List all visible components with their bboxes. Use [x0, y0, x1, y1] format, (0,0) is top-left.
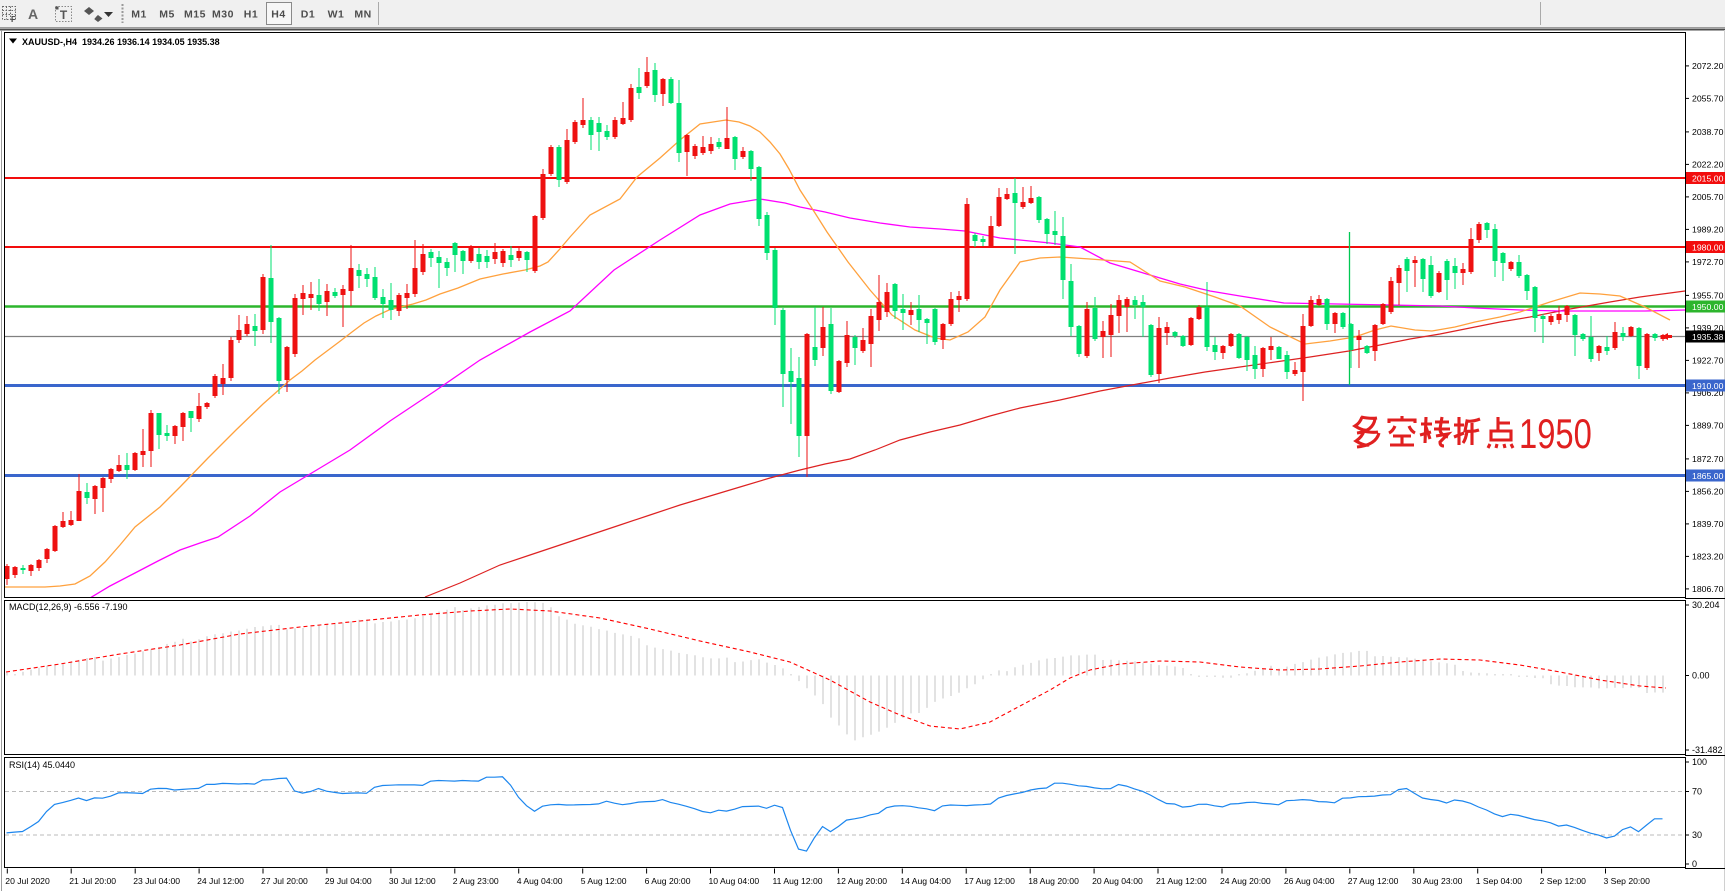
svg-text:2015.00: 2015.00	[1692, 174, 1724, 184]
svg-text:30.204: 30.204	[1692, 600, 1720, 610]
svg-text:21 Aug 12:00: 21 Aug 12:00	[1156, 876, 1207, 886]
svg-text:1910.00: 1910.00	[1692, 381, 1724, 391]
svg-text:F: F	[11, 15, 16, 24]
svg-text:30 Aug 23:00: 30 Aug 23:00	[1412, 876, 1463, 886]
svg-text:2 Sep 12:00: 2 Sep 12:00	[1540, 876, 1587, 886]
svg-text:2005.70: 2005.70	[1692, 192, 1724, 202]
svg-text:27 Jul 20:00: 27 Jul 20:00	[261, 876, 308, 886]
svg-text:70: 70	[1692, 787, 1702, 797]
svg-text:A: A	[28, 6, 38, 22]
svg-text:0.00: 0.00	[1692, 671, 1710, 681]
svg-text:1939.20: 1939.20	[1692, 323, 1724, 333]
svg-text:30: 30	[1692, 830, 1702, 840]
svg-text:1935.38: 1935.38	[1692, 332, 1724, 342]
svg-text:26 Aug 04:00: 26 Aug 04:00	[1284, 876, 1335, 886]
svg-text:1 Sep 04:00: 1 Sep 04:00	[1476, 876, 1523, 886]
svg-text:1980.00: 1980.00	[1692, 243, 1724, 253]
svg-text:M30: M30	[212, 9, 234, 21]
svg-text:1906.20: 1906.20	[1692, 388, 1724, 398]
svg-text:1872.70: 1872.70	[1692, 454, 1724, 464]
svg-text:1823.20: 1823.20	[1692, 551, 1724, 561]
svg-text:1972.70: 1972.70	[1692, 257, 1724, 267]
svg-text:1865.00: 1865.00	[1692, 471, 1724, 481]
svg-text:M1: M1	[131, 9, 147, 21]
svg-text:20 Jul 2020: 20 Jul 2020	[5, 876, 50, 886]
svg-text:3 Sep 20:00: 3 Sep 20:00	[1604, 876, 1651, 886]
svg-text:4 Aug 04:00: 4 Aug 04:00	[517, 876, 563, 886]
svg-text:10 Aug 04:00: 10 Aug 04:00	[709, 876, 760, 886]
svg-text:5 Aug 12:00: 5 Aug 12:00	[581, 876, 627, 886]
svg-text:1806.70: 1806.70	[1692, 584, 1724, 594]
svg-text:18 Aug 20:00: 18 Aug 20:00	[1028, 876, 1079, 886]
svg-text:2038.70: 2038.70	[1692, 127, 1724, 137]
svg-text:H4: H4	[271, 9, 285, 21]
svg-text:D1: D1	[301, 9, 315, 21]
svg-text:M15: M15	[184, 9, 206, 21]
svg-text:MN: MN	[354, 9, 371, 21]
svg-text:XAUUSD-,H4 1934.26 1936.14 19: XAUUSD-,H4 1934.26 1936.14 1934.05 1935.…	[22, 37, 220, 47]
svg-text:1922.70: 1922.70	[1692, 355, 1724, 365]
svg-text:20 Aug 04:00: 20 Aug 04:00	[1092, 876, 1143, 886]
svg-text:11 Aug 12:00: 11 Aug 12:00	[773, 876, 823, 886]
svg-text:100: 100	[1692, 757, 1707, 767]
svg-text:MACD(12,26,9) -6.556 -7.190: MACD(12,26,9) -6.556 -7.190	[9, 602, 128, 612]
svg-text:21 Jul 20:00: 21 Jul 20:00	[69, 876, 116, 886]
svg-text:24 Jul 12:00: 24 Jul 12:00	[197, 876, 244, 886]
svg-text:12 Aug 20:00: 12 Aug 20:00	[836, 876, 887, 886]
svg-text:1839.70: 1839.70	[1692, 519, 1724, 529]
svg-text:RSI(14) 45.0440: RSI(14) 45.0440	[9, 760, 75, 770]
svg-text:14 Aug 04:00: 14 Aug 04:00	[900, 876, 951, 886]
svg-text:M5: M5	[159, 9, 175, 21]
svg-text:1856.20: 1856.20	[1692, 486, 1724, 496]
svg-text:27 Aug 12:00: 27 Aug 12:00	[1348, 876, 1399, 886]
svg-text:1950: 1950	[1519, 410, 1592, 457]
svg-text:23 Jul 04:00: 23 Jul 04:00	[133, 876, 180, 886]
svg-text:24 Aug 20:00: 24 Aug 20:00	[1220, 876, 1271, 886]
svg-text:6 Aug 20:00: 6 Aug 20:00	[645, 876, 691, 886]
svg-text:1989.20: 1989.20	[1692, 224, 1724, 234]
svg-text:30 Jul 12:00: 30 Jul 12:00	[389, 876, 436, 886]
svg-text:-31.482: -31.482	[1692, 745, 1723, 755]
svg-text:H1: H1	[244, 9, 258, 21]
svg-text:17 Aug 12:00: 17 Aug 12:00	[964, 876, 1015, 886]
svg-text:1950.00: 1950.00	[1692, 302, 1724, 312]
svg-text:0: 0	[1692, 859, 1697, 869]
svg-text:1889.70: 1889.70	[1692, 420, 1724, 430]
svg-text:W1: W1	[328, 9, 345, 21]
svg-text:1955.70: 1955.70	[1692, 290, 1724, 300]
svg-text:2055.70: 2055.70	[1692, 93, 1724, 103]
svg-text:29 Jul 04:00: 29 Jul 04:00	[325, 876, 372, 886]
svg-text:T: T	[60, 8, 68, 22]
svg-text:2072.20: 2072.20	[1692, 61, 1724, 71]
svg-text:2 Aug 23:00: 2 Aug 23:00	[453, 876, 499, 886]
svg-text:2022.20: 2022.20	[1692, 159, 1724, 169]
